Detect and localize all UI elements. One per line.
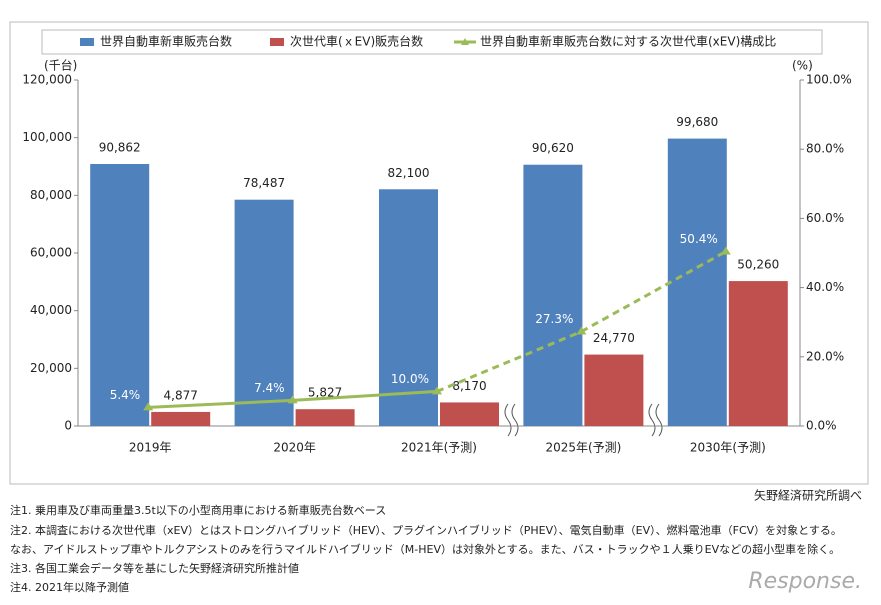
line-marker [432, 386, 442, 395]
bar [295, 409, 355, 426]
y2-tick-label: 0.0% [806, 419, 837, 433]
y2-unit: (%) [792, 59, 813, 73]
y-tick-label: 0 [64, 419, 72, 433]
axis-break [504, 403, 663, 437]
bar [728, 281, 788, 426]
line-segment [292, 389, 438, 402]
note: 注2. 本調査における次世代車（xEV）とはストロングハイブリッド（HEV）、プ… [10, 523, 842, 537]
legend-label: 世界自動車新車販売台数 [100, 34, 232, 49]
source: 矢野経済研究所調べ [754, 488, 862, 503]
value-label: 5.4% [110, 388, 141, 402]
y2-tick-label: 100.0% [806, 73, 852, 87]
y2-tick-label: 40.0% [806, 280, 844, 294]
value-label: 24,770 [593, 331, 635, 345]
x-tick-label: 2025年(予測) [545, 441, 621, 455]
x-tick-label: 2019年 [129, 441, 172, 455]
y2-tick-label: 60.0% [806, 211, 844, 225]
y-tick-label: 100,000 [22, 130, 72, 144]
y2-tick-label: 80.0% [806, 142, 844, 156]
value-label: 27.3% [535, 312, 573, 326]
y-tick-label: 80,000 [30, 188, 72, 202]
bar [523, 164, 583, 426]
bar [90, 164, 150, 426]
value-label: 90,620 [532, 141, 574, 155]
bar [440, 402, 499, 426]
value-label: 10.0% [391, 372, 429, 386]
value-label: 50.4% [680, 232, 718, 246]
legend-label: 世界自動車新車販売台数に対する次世代車(xEV)構成比 [480, 34, 776, 49]
value-label: 5,827 [308, 386, 342, 400]
bar [667, 138, 727, 426]
y2-tick-label: 20.0% [806, 349, 844, 363]
watermark: Response. [748, 569, 862, 594]
bar [379, 189, 438, 426]
value-label: 82,100 [388, 166, 430, 180]
note: 注1. 乗用車及び車両重量3.5t以下の小型商用車における新車販売台数ベース [10, 503, 386, 517]
note: 注3. 各国工業会データ等を基にした矢野経済研究所推計値 [10, 561, 299, 575]
line-segment [436, 330, 582, 393]
bar [584, 354, 644, 426]
line-marker [143, 402, 154, 411]
bar [151, 411, 211, 426]
value-label: 4,877 [164, 388, 198, 402]
line-marker [287, 395, 298, 404]
note: なお、アイドルストップ車やトルクアシストのみを行うマイルドハイブリッド（M-HE… [10, 542, 840, 556]
y-tick-label: 60,000 [30, 246, 72, 260]
line-marker [576, 326, 587, 335]
x-tick-label: 2020年 [273, 441, 316, 455]
line-marker [720, 246, 731, 255]
x-tick-label: 2030年(予測) [690, 441, 766, 455]
bar [234, 199, 294, 426]
y-tick-label: 20,000 [30, 361, 72, 375]
legend-swatch [270, 38, 284, 46]
y-unit: (千台) [44, 58, 77, 73]
note: 注4. 2021年以降予測値 [10, 580, 129, 594]
legend-label: 次世代車(ｘEV)販売台数 [290, 34, 423, 49]
value-label: 8,170 [452, 379, 486, 393]
x-tick-label: 2021年(予測) [401, 441, 477, 455]
value-label: 50,260 [737, 258, 779, 272]
y-tick-label: 40,000 [30, 303, 72, 317]
line-segment [148, 398, 293, 409]
legend-box [41, 29, 823, 55]
y-tick-label: 120,000 [22, 73, 72, 87]
legend-swatch [461, 38, 469, 45]
value-label: 99,680 [676, 115, 718, 129]
line-segment [580, 250, 727, 333]
legend-swatch [80, 38, 94, 46]
value-label: 78,487 [243, 176, 285, 190]
value-label: 7.4% [254, 381, 285, 395]
value-label: 90,862 [99, 141, 141, 155]
